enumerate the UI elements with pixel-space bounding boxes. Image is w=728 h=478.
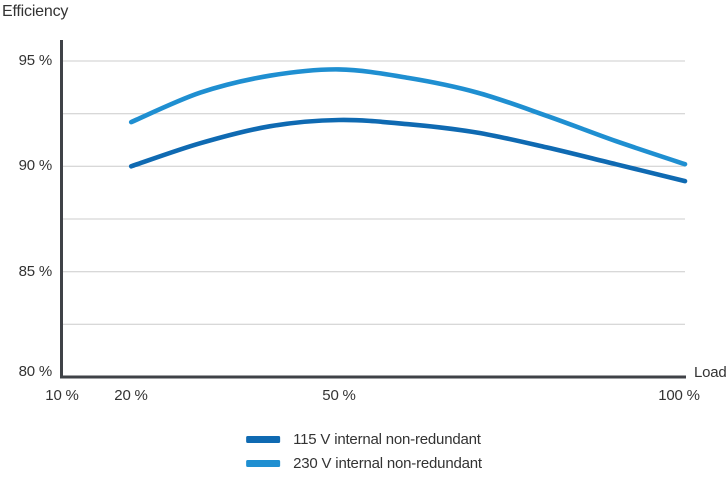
legend-swatch-230v bbox=[246, 460, 281, 467]
curve-230v-internal-non-redundant bbox=[128, 67, 688, 167]
y-tick-90: 90 % bbox=[18, 157, 53, 174]
x-tick-100: 100 % bbox=[658, 387, 700, 404]
y-axis-title: Efficiency bbox=[2, 3, 69, 20]
legend-label-115v: 115 V internal non-redundant bbox=[293, 431, 481, 448]
y-tick-85: 85 % bbox=[18, 263, 53, 280]
y-tick-95: 95 % bbox=[18, 52, 53, 69]
legend: 115 V internal non-redundant 230 V inter… bbox=[246, 431, 482, 472]
legend-label-230v: 230 V internal non-redundant bbox=[293, 455, 482, 472]
x-axis-title: Load bbox=[694, 364, 727, 381]
legend-item-115v: 115 V internal non-redundant bbox=[246, 431, 482, 448]
gridlines bbox=[62, 60, 685, 325]
x-tick-50: 50 % bbox=[322, 387, 356, 404]
curve-115v-internal-non-redundant bbox=[128, 117, 688, 184]
x-tick-10: 10 % bbox=[45, 387, 79, 404]
y-tick-80: 80 % bbox=[18, 363, 53, 380]
legend-item-230v: 230 V internal non-redundant bbox=[246, 455, 482, 472]
x-tick-20: 20 % bbox=[114, 387, 148, 404]
legend-swatch-115v bbox=[246, 436, 281, 443]
